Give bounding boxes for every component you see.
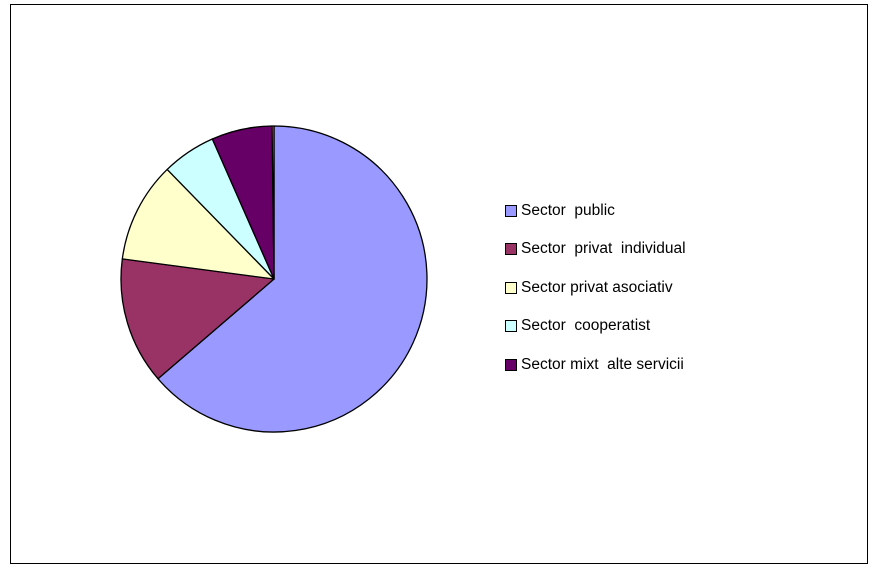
legend-swatch <box>505 204 517 217</box>
legend: Sector public Sector privat individual Sec… <box>505 199 686 392</box>
legend-label: Sector mixt alte servicii <box>521 355 684 373</box>
legend-label: Sector public <box>521 201 615 219</box>
legend-label: Sector privat asociativ <box>521 278 673 296</box>
legend-swatch <box>505 243 517 255</box>
legend-item-4: Sector cooperatist <box>505 315 686 338</box>
legend-item-3: Sector privat asociativ <box>505 276 686 299</box>
legend-item-5: Sector mixt alte servicii <box>505 353 686 376</box>
pie-slice-6 <box>271 125 275 280</box>
legend-item-2: Sector privat individual <box>505 238 686 261</box>
pie-slice-1 <box>157 125 428 433</box>
legend-swatch <box>505 281 517 294</box>
legend-swatch <box>505 358 517 371</box>
legend-label: Sector cooperatist <box>521 317 651 334</box>
legend-swatch <box>505 320 517 332</box>
legend-label: Sector privat individual <box>521 240 686 257</box>
pie-slice-3 <box>121 168 275 280</box>
legend-item-1: Sector public <box>505 199 686 222</box>
pie-slice-2 <box>120 258 275 380</box>
